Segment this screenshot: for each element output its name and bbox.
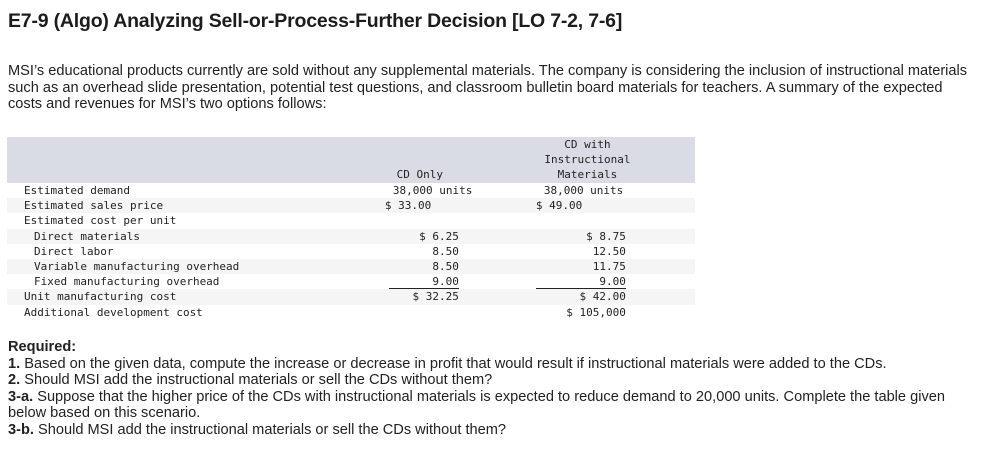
requirement-3a: 3-a. Suppose that the higher price of th… [8,389,983,422]
row-label: Estimated sales price [7,198,362,214]
header-cd-only-text: CD Only [396,168,444,181]
row-label: Direct labor [34,244,114,258]
header-label [7,137,362,183]
cd-only-value: 8.50 [432,260,459,274]
requirement-number: 3-a. [8,388,34,405]
cd-with-value: 12.50 [592,244,626,258]
requirement-text: Should MSI add the instructional materia… [33,421,507,438]
required-heading: Required: [8,339,77,355]
header-cd-with-line3: Materials [557,168,618,181]
cd-with-value: 11.75 [592,260,626,274]
cd-with-value: $ 42.00 [579,290,626,304]
cd-only-value: 9.00 [388,275,459,290]
requirement-text: Should MSI add the instructional materia… [20,372,493,389]
cd-with-value: $ 49.00 [535,199,583,213]
row-label: Variable manufacturing overhead [7,259,362,275]
table-row: Estimated sales price $ 33.00 $ 49.00 [7,198,695,214]
cd-with-value: $ 8.75 [586,229,626,243]
row-label: Fixed manufacturing overhead [34,275,220,289]
table-row: Additional development cost $ 105,000 [7,305,695,320]
cd-only-value: 8.50 [432,244,459,258]
row-label: Additional development cost [24,305,203,319]
header-cd-with-materials: CD with Instructional Materials [519,137,695,183]
header-cd-with-line2: Instructional [544,153,631,166]
table-row: Direct materials $ 6.25 $ 8.75 [7,228,695,244]
header-cd-only: CD Only [361,137,520,183]
row-label: Estimated cost per unit [24,214,177,228]
requirement-number: 3-b. [8,421,34,438]
requirement-text: Based on the given data, compute the inc… [20,355,887,372]
cost-revenue-table: CD Only CD with Instructional Materials … [7,137,695,320]
cd-with-value: 38,000 units [543,184,624,197]
problem-intro: MSI’s educational products currently are… [8,63,968,113]
row-label: Unit manufacturing cost [7,289,362,305]
cd-with-value: 9.00 [535,275,626,290]
requirement-number: 2. [8,372,21,389]
table-row: Variable manufacturing overhead 8.50 11.… [7,259,695,275]
row-label: Estimated demand [24,184,130,197]
table-row: Direct labor 8.50 12.50 [7,244,695,259]
requirement-text: Suppose that the higher price of the CDs… [8,388,945,422]
table-row: Estimated demand 38,000 units 38,000 uni… [7,183,695,198]
table-header-row: CD Only CD with Instructional Materials [7,137,695,183]
requirement-2: 2. Should MSI add the instructional mate… [8,372,983,389]
requirement-1: 1. Based on the given data, compute the … [8,356,983,373]
cd-only-value: $ 32.25 [412,290,459,304]
table-row: Fixed manufacturing overhead 9.00 9.00 [7,274,695,290]
cd-only-value: $ 33.00 [384,199,432,213]
cd-only-value: $ 6.25 [419,229,459,243]
requirement-number: 1. [8,355,21,372]
requirement-3b: 3-b. Should MSI add the instructional ma… [8,422,983,439]
problem-title: E7-9 (Algo) Analyzing Sell-or-Process-Fu… [8,10,623,32]
table-row: Estimated cost per unit [7,213,695,228]
header-cd-with-line1: CD with [564,138,611,151]
table-row: Unit manufacturing cost $ 32.25 $ 42.00 [7,289,695,305]
cd-only-value: 38,000 units [392,184,473,197]
row-label: Direct materials [7,228,362,244]
cd-with-value: $ 105,000 [566,305,626,319]
required-section: Required: 1. Based on the given data, co… [8,339,983,439]
